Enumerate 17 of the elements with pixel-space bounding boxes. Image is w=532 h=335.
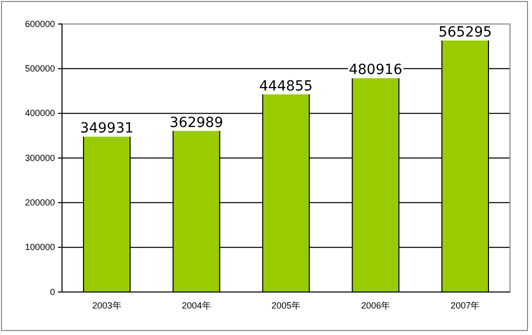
y-tick-label: 100000	[24, 242, 55, 252]
x-tick-label: 2006年	[361, 300, 390, 310]
x-tick-label: 2007年	[450, 300, 480, 310]
data-label: 362989	[170, 114, 224, 131]
y-tick-label: 400000	[24, 108, 55, 118]
data-label: 565295	[438, 24, 492, 40]
x-tick-label: 2005年	[271, 300, 301, 310]
y-tick-label: 200000	[24, 198, 55, 208]
data-label: 444855	[259, 78, 313, 94]
x-tick-label: 2003年	[92, 300, 122, 310]
y-tick-label: 0	[50, 286, 55, 297]
data-label: 349931	[80, 120, 134, 137]
y-tick-label: 500000	[24, 64, 55, 74]
data-label: 480916	[348, 62, 402, 78]
y-tick-label: 300000	[24, 152, 55, 163]
y-tick-label: 600000	[24, 18, 55, 29]
x-tick-label: 2004年	[182, 300, 211, 310]
